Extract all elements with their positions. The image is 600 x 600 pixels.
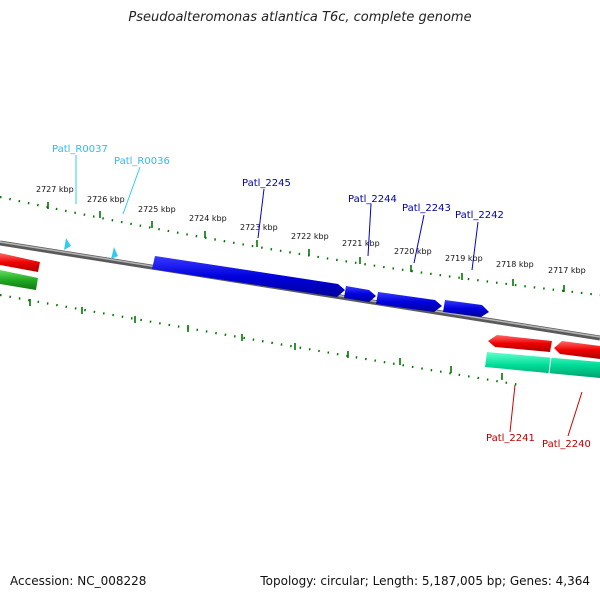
scale-label: 2717 kbp: [548, 266, 586, 275]
cds-Patl_2243[interactable]: [376, 292, 442, 312]
scale-label: 2725 kbp: [138, 205, 176, 214]
leader-2244: [367, 203, 372, 257]
cds-Patl_2242[interactable]: [443, 300, 489, 317]
gene-label[interactable]: Patl_2240: [542, 439, 591, 450]
scale-label: 2722 kbp: [291, 232, 329, 241]
scale-label: 2720 kbp: [394, 247, 432, 256]
reverse-rna-band[interactable]: [485, 352, 600, 378]
scale-label: 2719 kbp: [445, 254, 483, 263]
gene-label[interactable]: Patl_2244: [348, 194, 397, 205]
gene-label[interactable]: Patl_2245: [242, 178, 291, 189]
accession-text: Accession: NC_008228: [10, 574, 147, 588]
leader-2242: [471, 221, 479, 271]
gene-label[interactable]: Patl_R0037: [52, 144, 108, 155]
gene-label[interactable]: Patl_2241: [486, 433, 535, 444]
leader-2240: [567, 391, 583, 437]
leader-2245: [257, 188, 265, 239]
cds-Patl_2244[interactable]: [344, 286, 376, 302]
leader-2241: [509, 384, 516, 433]
gene-label[interactable]: Patl_2243: [402, 203, 451, 214]
gene-label[interactable]: Patl_2242: [455, 210, 504, 221]
rna-feature-R0037[interactable]: [64, 238, 71, 250]
rna-feature-R0036[interactable]: [111, 247, 118, 259]
map-title: Pseudoalteromonas atlantica T6c, complet…: [128, 10, 472, 25]
scale-label: 2721 kbp: [342, 239, 380, 248]
rna-left[interactable]: [0, 270, 38, 290]
upper-major-ticks: [47, 202, 565, 292]
scale-label: 2726 kbp: [87, 195, 125, 204]
reverse-cds-track: [488, 335, 600, 359]
forward-cds-track: [152, 256, 489, 317]
cds-Patl_2241[interactable]: [488, 335, 552, 352]
band-divider: [548, 356, 552, 374]
label-leaders: [75, 155, 583, 437]
genome-summary: Topology: circular; Length: 5,187,005 bp…: [260, 574, 590, 588]
cds-Patl_2245[interactable]: [152, 256, 345, 297]
cds-Patl_2240[interactable]: [554, 341, 600, 359]
gene-label[interactable]: Patl_R0036: [114, 156, 170, 167]
lower-tick-track: [0, 293, 521, 387]
leader-2243: [413, 214, 425, 264]
cds-reverse-left[interactable]: [0, 253, 40, 272]
scale-label: 2727 kbp: [36, 185, 74, 194]
scale-label: 2718 kbp: [496, 260, 534, 269]
lower-major-ticks: [29, 299, 503, 380]
gene-labels: Patl_R0037 Patl_R0036 Patl_2245 Patl_224…: [52, 144, 591, 450]
leader-R0036: [122, 166, 141, 215]
scale-label: 2724 kbp: [189, 214, 227, 223]
upper-tick-track: [0, 195, 600, 297]
